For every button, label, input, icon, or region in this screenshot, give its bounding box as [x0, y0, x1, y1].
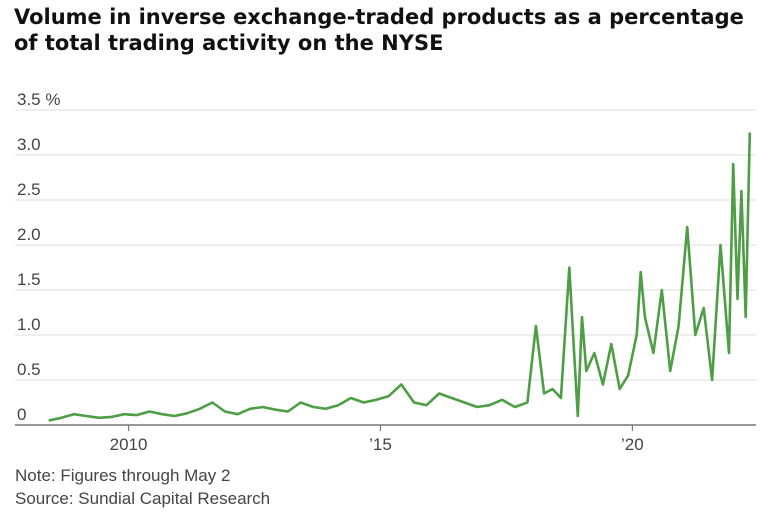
y-tick-label: 3.0: [17, 135, 41, 154]
x-tick-label: ’15: [369, 435, 392, 454]
x-tick-labels: 2010 ’15 ’20: [110, 425, 644, 454]
gridlines: [15, 109, 756, 381]
y-tick-label: 1.0: [17, 315, 41, 334]
y-tick-label: 0: [17, 405, 26, 424]
y-tick-label: 0.5: [17, 360, 41, 379]
y-tick-label: 3.5 %: [17, 90, 60, 109]
x-tick-label: 2010: [110, 435, 148, 454]
series-line: [48, 132, 752, 422]
chart-source: Source: Sundial Capital Research: [15, 489, 271, 508]
y-tick-label: 1.5: [17, 270, 41, 289]
series: [48, 132, 752, 422]
y-tick-label: 2.5: [17, 180, 41, 199]
x-tick-label: ’20: [621, 435, 644, 454]
chart-title: Volume in inverse exchange-traded produc…: [14, 5, 744, 55]
y-tick-labels: 3.5 % 3.0 2.5 2.0 1.5 1.0 0.5 0: [17, 90, 60, 424]
y-tick-label: 2.0: [17, 225, 41, 244]
chart-note: Note: Figures through May 2: [15, 466, 231, 485]
